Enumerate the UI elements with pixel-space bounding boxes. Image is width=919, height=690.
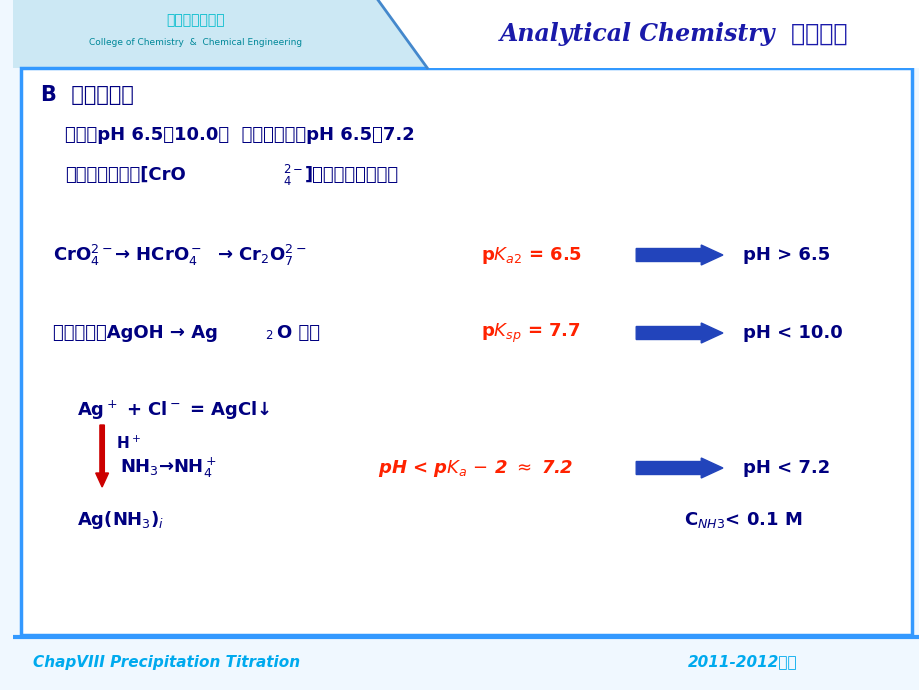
Text: pH < 7.2: pH < 7.2	[742, 459, 829, 477]
Text: NH$_3$→NH$_4^+$: NH$_3$→NH$_4^+$	[119, 456, 217, 480]
Text: $_4^{2-}$: $_4^{2-}$	[283, 162, 303, 188]
FancyArrow shape	[636, 323, 722, 343]
Text: Ag$^+$ + Cl$^-$ = AgCl↓: Ag$^+$ + Cl$^-$ = AgCl↓	[77, 398, 271, 422]
Text: pH < p$\mathit{K}_a$ $-$ 2 $\approx$ 7.2: pH < p$\mathit{K}_a$ $-$ 2 $\approx$ 7.2	[378, 457, 573, 478]
Text: p$\mathit{K}_{a2}$ = 6.5: p$\mathit{K}_{a2}$ = 6.5	[481, 244, 582, 266]
FancyArrow shape	[636, 458, 722, 478]
Text: p$\mathit{K}_{sp}$ = 7.7: p$\mathit{K}_{sp}$ = 7.7	[481, 322, 581, 344]
Text: O 沉淀: O 沉淀	[277, 324, 319, 342]
Text: CrO$_4^{2-}$→ HCrO$_4^-$  → Cr$_2$O$_7^{2-}$: CrO$_4^{2-}$→ HCrO$_4^-$ → Cr$_2$O$_7^{2…	[52, 242, 306, 268]
Text: pH > 6.5: pH > 6.5	[742, 246, 829, 264]
Bar	[21, 68, 911, 635]
Bar	[14, 0, 919, 68]
Text: B  溶液的酸度: B 溶液的酸度	[41, 85, 134, 105]
FancyArrow shape	[96, 425, 108, 487]
FancyArrow shape	[636, 245, 722, 265]
Text: ]降低，终点滞后。: ]降低，终点滞后。	[305, 166, 399, 184]
Text: College of Chemistry  &  Chemical Engineering: College of Chemistry & Chemical Engineer…	[89, 37, 302, 46]
Text: Ag(NH$_3$)$_i$: Ag(NH$_3$)$_i$	[77, 509, 165, 531]
Text: C$_{NH3}$< 0.1 M: C$_{NH3}$< 0.1 M	[683, 510, 801, 530]
Text: 碱性太强：AgOH → Ag: 碱性太强：AgOH → Ag	[52, 324, 218, 342]
Text: ChapVIII Precipitation Titration: ChapVIII Precipitation Titration	[32, 655, 300, 669]
Text: $_2$: $_2$	[265, 324, 273, 342]
Text: 化学与化工学院: 化学与化工学院	[166, 13, 225, 27]
Polygon shape	[378, 0, 919, 68]
Text: 酸性过强，导致[CrO: 酸性过强，导致[CrO	[64, 166, 186, 184]
Text: H$^+$: H$^+$	[116, 434, 141, 452]
Text: 酸度：pH 6.5～10.0；  有铵盐存在：pH 6.5～7.2: 酸度：pH 6.5～10.0； 有铵盐存在：pH 6.5～7.2	[64, 126, 414, 144]
Text: 2011-2012学年: 2011-2012学年	[687, 655, 797, 669]
Text: pH < 10.0: pH < 10.0	[742, 324, 842, 342]
Text: Analytical Chemistry  分析化学: Analytical Chemistry 分析化学	[499, 22, 847, 46]
